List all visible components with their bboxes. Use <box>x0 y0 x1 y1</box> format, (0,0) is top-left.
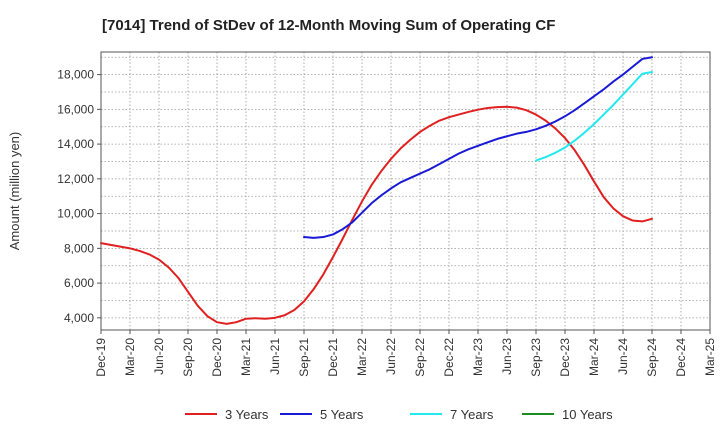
x-tick-label: Jun-20 <box>152 338 166 375</box>
x-tick-label: Dec-20 <box>210 338 224 377</box>
y-tick-label: 12,000 <box>57 172 94 186</box>
series-line-3-years <box>100 105 653 325</box>
x-tick-label: Mar-21 <box>239 338 253 376</box>
x-axis: Dec-19 Mar-20 Jun-20 Sep-20 Dec-20 Mar-21 Jun-… <box>94 330 717 377</box>
legend-label-5-years: 5 Years <box>320 407 364 422</box>
y-tick-label: 6,000 <box>64 276 94 290</box>
y-tick-label: 10,000 <box>57 207 94 221</box>
x-tick-label: Dec-22 <box>442 338 456 377</box>
x-tick-label: Sep-24 <box>645 338 659 377</box>
legend-label-10-years: 10 Years <box>562 407 613 422</box>
x-tick-label: Dec-24 <box>674 338 688 377</box>
x-tick-label: Jun-24 <box>616 338 630 375</box>
y-tick-label: 14,000 <box>57 137 94 151</box>
x-tick-label: Mar-20 <box>123 338 137 376</box>
grid-lines <box>100 52 711 330</box>
y-tick-label: 8,000 <box>64 241 94 255</box>
x-tick-label: Sep-22 <box>413 338 427 377</box>
x-tick-label: Mar-23 <box>471 338 485 376</box>
x-tick-label: Mar-24 <box>587 338 601 376</box>
legend-label-3-years: 3 Years <box>225 407 269 422</box>
x-tick-label: Dec-23 <box>558 338 572 377</box>
chart-title: [7014] Trend of StDev of 12-Month Moving… <box>102 17 555 34</box>
x-tick-label: Sep-21 <box>297 338 311 377</box>
y-tick-label: 4,000 <box>64 311 94 325</box>
y-tick-label: 16,000 <box>57 102 94 116</box>
x-tick-label: Dec-21 <box>326 338 340 377</box>
legend-label-7-years: 7 Years <box>450 407 494 422</box>
series-line-5-years <box>303 56 653 239</box>
y-axis-label: Amount (million yen) <box>7 132 22 251</box>
x-tick-label: Mar-22 <box>355 338 369 376</box>
x-tick-label: Jun-23 <box>500 338 514 375</box>
x-tick-label: Jun-22 <box>384 338 398 375</box>
series-lines <box>100 56 653 325</box>
x-tick-label: Sep-23 <box>529 338 543 377</box>
y-axis: 4,000 6,000 8,000 10,000 12,000 14,000 16,000 1… <box>57 68 101 325</box>
x-tick-label: Mar-25 <box>703 338 717 376</box>
x-tick-label: Dec-19 <box>94 338 108 377</box>
plot-area-border <box>100 51 711 331</box>
x-tick-label: Jun-21 <box>268 338 282 375</box>
series-line-7-years <box>535 70 653 162</box>
x-tick-label: Sep-20 <box>181 338 195 377</box>
y-tick-label: 18,000 <box>57 68 94 82</box>
legend: 3 Years 5 Years 7 Years 10 Years <box>185 407 613 422</box>
